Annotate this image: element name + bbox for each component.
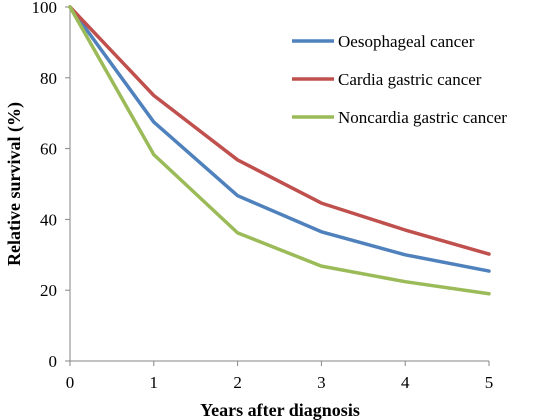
x-tick-label: 5 — [485, 373, 494, 392]
x-tick-label: 1 — [150, 373, 159, 392]
x-tick-label: 3 — [317, 373, 326, 392]
x-tick-label: 2 — [233, 373, 242, 392]
legend-label-2: Cardia gastric cancer — [338, 70, 482, 89]
series-lines — [68, 5, 491, 296]
legend-label-3: Noncardia gastric cancer — [338, 108, 507, 127]
series-line-2 — [68, 5, 491, 256]
series-line-1 — [68, 5, 491, 273]
x-ticks: 0 1 2 3 4 5 — [66, 361, 494, 392]
x-tick-label: 4 — [401, 373, 410, 392]
legend: Oesophageal cancer Cardia gastric cancer N… — [292, 32, 507, 127]
legend-label-1: Oesophageal cancer — [338, 32, 475, 51]
y-tick-label: 40 — [40, 210, 57, 229]
y-tick-label: 20 — [40, 281, 57, 300]
y-tick-label: 60 — [40, 140, 57, 159]
axes — [69, 7, 489, 362]
x-axis-title: Years after diagnosis — [200, 400, 360, 420]
series-line-3 — [68, 5, 491, 296]
y-axis-title: Relative survival (%) — [4, 102, 25, 266]
y-tick-label: 100 — [32, 0, 58, 17]
y-ticks: 0 20 40 60 80 100 — [32, 0, 70, 371]
y-tick-label: 80 — [40, 69, 57, 88]
y-tick-label: 0 — [49, 352, 58, 371]
x-tick-label: 0 — [66, 373, 75, 392]
